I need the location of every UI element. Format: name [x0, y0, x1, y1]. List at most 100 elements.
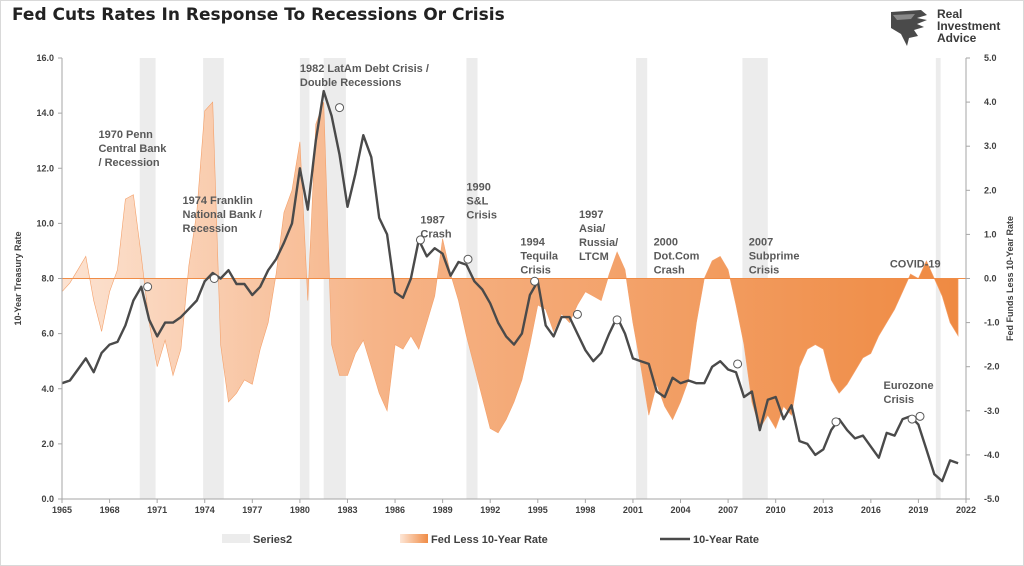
event-marker	[612, 315, 622, 325]
annotation-line: COVID-19	[890, 258, 941, 270]
y2-axis-title: Fed Funds Less 10-Year Rate	[1005, 216, 1015, 341]
y2-tick-label: 4.0	[984, 97, 997, 107]
ten-year-rate-path	[62, 89, 959, 483]
x-tick-label: 1977	[242, 505, 262, 515]
x-tick-label: 1971	[147, 505, 167, 515]
annotation-label: 1994 Tequila Crisis	[520, 236, 559, 276]
annotation-line: Central Bank	[98, 143, 167, 155]
annotation-line: Dot.Com	[654, 250, 700, 262]
x-tick-label: 1989	[433, 505, 453, 515]
annotation-line: / Recession	[98, 157, 159, 169]
annotation-line: 2007	[749, 236, 773, 248]
annotation-line: 1970 Penn	[98, 129, 153, 141]
x-tick-label: 1992	[480, 505, 500, 515]
annotation-line: 1982 LatAm Debt Crisis /	[300, 63, 429, 75]
annotation-label: 1987 Crash	[420, 214, 451, 240]
logo-text: Real Investment Advice	[937, 8, 1000, 44]
annotation-line: Crisis	[884, 394, 915, 406]
annotation-label: 1974 Franklin National Bank / Recession	[183, 195, 262, 235]
event-marker	[143, 282, 153, 292]
fed-less-10yr-area-path	[62, 101, 959, 434]
y-tick-label: 14.0	[36, 108, 54, 118]
annotation-line: Crash	[654, 264, 685, 276]
x-tick-label: 2007	[718, 505, 738, 515]
annotation-label: 1982 LatAm Debt Crisis / Double Recession…	[300, 63, 429, 89]
annotation-line: Double Recessions	[300, 77, 401, 89]
x-tick-label: 2001	[623, 505, 643, 515]
annotation-line: Russia/	[579, 237, 618, 249]
y2-tick-label: 1.0	[984, 229, 997, 239]
y2-tick-label: -4.0	[984, 450, 1000, 460]
x-tick-label: 1998	[575, 505, 595, 515]
y-tick-label: 6.0	[41, 329, 54, 339]
x-tick-label: 1965	[52, 505, 72, 515]
x-tick-label: 2016	[861, 505, 881, 515]
axes: 1965 1968 1971 1974 1977 1980 1983 1986 1989 1992…	[13, 53, 1015, 515]
y-axis-title: 10-Year Treasury Rate	[13, 231, 23, 325]
annotation-line: Crisis	[466, 209, 497, 221]
annotation-label: 2000 Dot.Com Crash	[654, 236, 700, 276]
event-marker	[463, 254, 473, 264]
x-tick-label: 1986	[385, 505, 405, 515]
x-tick-label: 1968	[100, 505, 120, 515]
legend: Series2 Fed Less 10-Year Rate 10-Year Rate	[222, 534, 759, 546]
annotation-line: Tequila	[520, 250, 559, 262]
annotation-line: Asia/	[579, 223, 605, 235]
annotation-label: 1997 Asia/Russia/LTCM	[579, 209, 618, 263]
event-marker	[530, 276, 540, 286]
legend-swatch-area	[400, 534, 428, 543]
legend-label-area: Fed Less 10-Year Rate	[431, 534, 548, 546]
fed-less-10yr-area	[62, 101, 959, 434]
annotation-label: COVID-19	[890, 258, 941, 270]
annotation-label: Eurozone Crisis	[884, 380, 934, 406]
ten-year-rate-line	[62, 89, 959, 483]
annotation-line: S&L	[466, 195, 488, 207]
y-tick-label: 12.0	[36, 163, 54, 173]
event-marker	[831, 417, 841, 427]
annotation-line: Subprime	[749, 250, 800, 262]
x-tick-label: 2013	[813, 505, 833, 515]
y2-tick-label: -2.0	[984, 362, 1000, 372]
annotation-line: 1974 Franklin	[183, 195, 254, 207]
x-tick-label: 2022	[956, 505, 976, 515]
annotation-line: 1997	[579, 209, 603, 221]
event-marker	[733, 359, 743, 369]
annotation-line: Crisis	[749, 264, 780, 276]
logo-line: Real	[937, 7, 963, 21]
annotation-line: Crisis	[520, 264, 551, 276]
legend-label-series2: Series2	[253, 534, 292, 546]
y2-tick-label: -5.0	[984, 494, 1000, 504]
y-tick-label: 0.0	[41, 494, 54, 504]
annotation-line: Recession	[183, 223, 238, 235]
annotation-line: National Bank /	[183, 209, 262, 221]
x-tick-label: 2010	[766, 505, 786, 515]
annotation-label: 1970 Penn Central Bank / Recession	[98, 129, 167, 169]
logo-line: Investment	[937, 19, 1001, 33]
annotation-line: 1990	[466, 181, 490, 193]
annotation-line: 1987	[420, 214, 444, 226]
y2-tick-label: 2.0	[984, 185, 997, 195]
event-marker	[572, 309, 582, 319]
annotation-label: 1990 S&L Crisis	[466, 181, 497, 221]
y-tick-label: 4.0	[41, 384, 54, 394]
annotation-line: Eurozone	[884, 380, 934, 392]
event-marker	[415, 235, 425, 245]
y-tick-label: 8.0	[41, 274, 54, 284]
x-tick-label: 2004	[671, 505, 691, 515]
annotation-label: 2007 Subprime Crisis	[749, 236, 800, 276]
x-tick-label: 1983	[337, 505, 357, 515]
x-tick-label: 1980	[290, 505, 310, 515]
annotation-line: 2000	[654, 236, 678, 248]
annotation-line: Crash	[420, 228, 451, 240]
y-tick-label: 10.0	[36, 218, 54, 228]
y2-tick-label: 3.0	[984, 141, 997, 151]
event-marker	[209, 274, 219, 283]
y-tick-label: 2.0	[41, 439, 54, 449]
event-marker	[907, 414, 917, 424]
x-tick-label: 1995	[528, 505, 548, 515]
x-tick-label: 1974	[195, 505, 215, 515]
y2-tick-label: 5.0	[984, 53, 997, 63]
eagle-icon	[891, 10, 927, 46]
y2-tick-label: 0.0	[984, 274, 997, 284]
